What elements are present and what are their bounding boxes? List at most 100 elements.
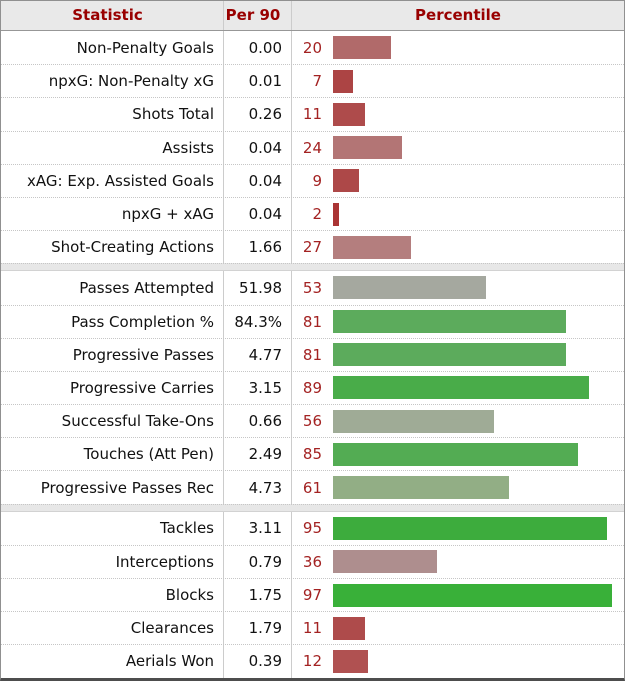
group-separator — [1, 263, 624, 272]
percentile-bar-track — [333, 69, 621, 93]
percentile-value: 24 — [302, 138, 322, 157]
percentile-bar — [333, 202, 339, 226]
percentile-bar — [333, 169, 359, 193]
percentile-cell: 85 — [292, 438, 624, 470]
percentile-cell: 61 — [292, 471, 624, 503]
percentile-cell: 36 — [292, 546, 624, 578]
table-row: Interceptions 0.79 36 — [1, 544, 624, 578]
per90-value: 3.15 — [224, 371, 292, 405]
percentile-bar-track — [333, 343, 621, 367]
per90-value: 0.26 — [224, 98, 292, 131]
percentile-bar-track — [333, 550, 621, 574]
percentile-bar-track — [333, 276, 621, 300]
percentile-bar-track — [333, 102, 621, 126]
per90-value: 84.3% — [224, 305, 292, 338]
stat-label: Tackles — [1, 511, 224, 545]
table-row: Progressive Passes Rec 4.73 61 — [1, 470, 624, 504]
percentile-value: 95 — [302, 519, 322, 538]
stat-label: xAG: Exp. Assisted Goals — [1, 164, 224, 197]
percentile-bar-track — [333, 202, 621, 226]
per90-value: 0.04 — [224, 197, 292, 231]
percentile-bar-track — [333, 235, 621, 259]
table-body: Non-Penalty Goals 0.00 20 npxG: Non-Pena… — [1, 31, 624, 678]
percentile-cell: 81 — [292, 306, 624, 338]
per90-value: 1.75 — [224, 579, 292, 612]
percentile-cell: 7 — [292, 65, 624, 97]
per90-value: 0.66 — [224, 405, 292, 438]
percentile-bar — [333, 409, 495, 433]
percentile-cell: 95 — [292, 512, 624, 545]
per90-value: 0.79 — [224, 545, 292, 578]
percentile-bar — [333, 136, 403, 160]
stat-label: Touches (Att Pen) — [1, 438, 224, 471]
table-row: Progressive Carries 3.15 89 — [1, 370, 624, 405]
table-row: Non-Penalty Goals 0.00 20 — [1, 31, 624, 65]
percentile-bar — [333, 36, 391, 60]
percentile-bar-track — [333, 36, 621, 60]
header-percentile: Percentile — [415, 6, 501, 24]
stat-label: Aerials Won — [1, 645, 224, 678]
percentile-cell: 9 — [292, 165, 624, 197]
percentile-bar — [333, 102, 365, 126]
percentile-value: 7 — [312, 72, 322, 91]
table-row: npxG + xAG 0.04 2 — [1, 196, 624, 231]
percentile-bar — [333, 442, 578, 466]
table-row: Progressive Passes 4.77 81 — [1, 337, 624, 371]
percentile-bar — [333, 649, 368, 673]
table-row: Touches (Att Pen) 2.49 85 — [1, 437, 624, 471]
percentile-bar — [333, 476, 509, 500]
percentile-bar — [333, 235, 411, 259]
percentile-bar — [333, 516, 607, 540]
table-row: Assists 0.04 24 — [1, 130, 624, 164]
percentile-bar — [333, 550, 437, 574]
per90-value: 1.66 — [224, 231, 292, 264]
stat-label: Interceptions — [1, 545, 224, 578]
table-row: Shots Total 0.26 11 — [1, 97, 624, 131]
table-row: Blocks 1.75 97 — [1, 578, 624, 612]
per90-value: 2.49 — [224, 438, 292, 471]
percentile-bar-track — [333, 409, 621, 433]
percentile-cell: 12 — [292, 645, 624, 677]
percentile-bar — [333, 310, 567, 334]
stat-label: Shots Total — [1, 98, 224, 131]
percentile-value: 85 — [302, 445, 322, 464]
percentile-cell: 11 — [292, 612, 624, 644]
stat-label: Successful Take-Ons — [1, 405, 224, 438]
percentile-bar-track — [333, 649, 621, 673]
stat-label: Pass Completion % — [1, 305, 224, 338]
table-row: xAG: Exp. Assisted Goals 0.04 9 — [1, 163, 624, 197]
percentile-value: 81 — [302, 312, 322, 331]
percentile-cell: 56 — [292, 405, 624, 437]
per90-value: 4.77 — [224, 338, 292, 371]
table-row: Aerials Won 0.39 12 — [1, 644, 624, 678]
table-header: Statistic Per 90 Percentile — [1, 1, 624, 31]
percentile-cell: 89 — [292, 372, 624, 404]
percentile-cell: 11 — [292, 98, 624, 130]
percentile-value: 20 — [302, 38, 322, 57]
percentile-bar-track — [333, 476, 621, 500]
header-per90: Per 90 — [224, 1, 292, 30]
percentile-bar-track — [333, 169, 621, 193]
percentile-bar-track — [333, 310, 621, 334]
stat-label: Passes Attempted — [1, 271, 224, 305]
percentile-bar-track — [333, 616, 621, 640]
percentile-bar-track — [333, 136, 621, 160]
percentile-value: 11 — [302, 619, 322, 638]
table-row: Passes Attempted 51.98 53 — [1, 271, 624, 305]
stat-label: Progressive Passes — [1, 338, 224, 371]
table-row: npxG: Non-Penalty xG 0.01 7 — [1, 64, 624, 98]
percentile-bar-track — [333, 516, 621, 540]
percentile-value: 56 — [302, 412, 322, 431]
table-row: Tackles 3.11 95 — [1, 511, 624, 545]
percentile-bar-track — [333, 376, 621, 400]
percentile-bar — [333, 276, 486, 300]
table-row: Successful Take-Ons 0.66 56 — [1, 404, 624, 438]
percentile-cell: 24 — [292, 132, 624, 164]
percentile-cell: 97 — [292, 579, 624, 611]
percentile-value: 9 — [312, 171, 322, 190]
percentile-cell: 2 — [292, 198, 624, 230]
stat-label: Shot-Creating Actions — [1, 231, 224, 264]
percentile-value: 36 — [302, 552, 322, 571]
percentile-value: 11 — [302, 105, 322, 124]
per90-value: 1.79 — [224, 612, 292, 645]
